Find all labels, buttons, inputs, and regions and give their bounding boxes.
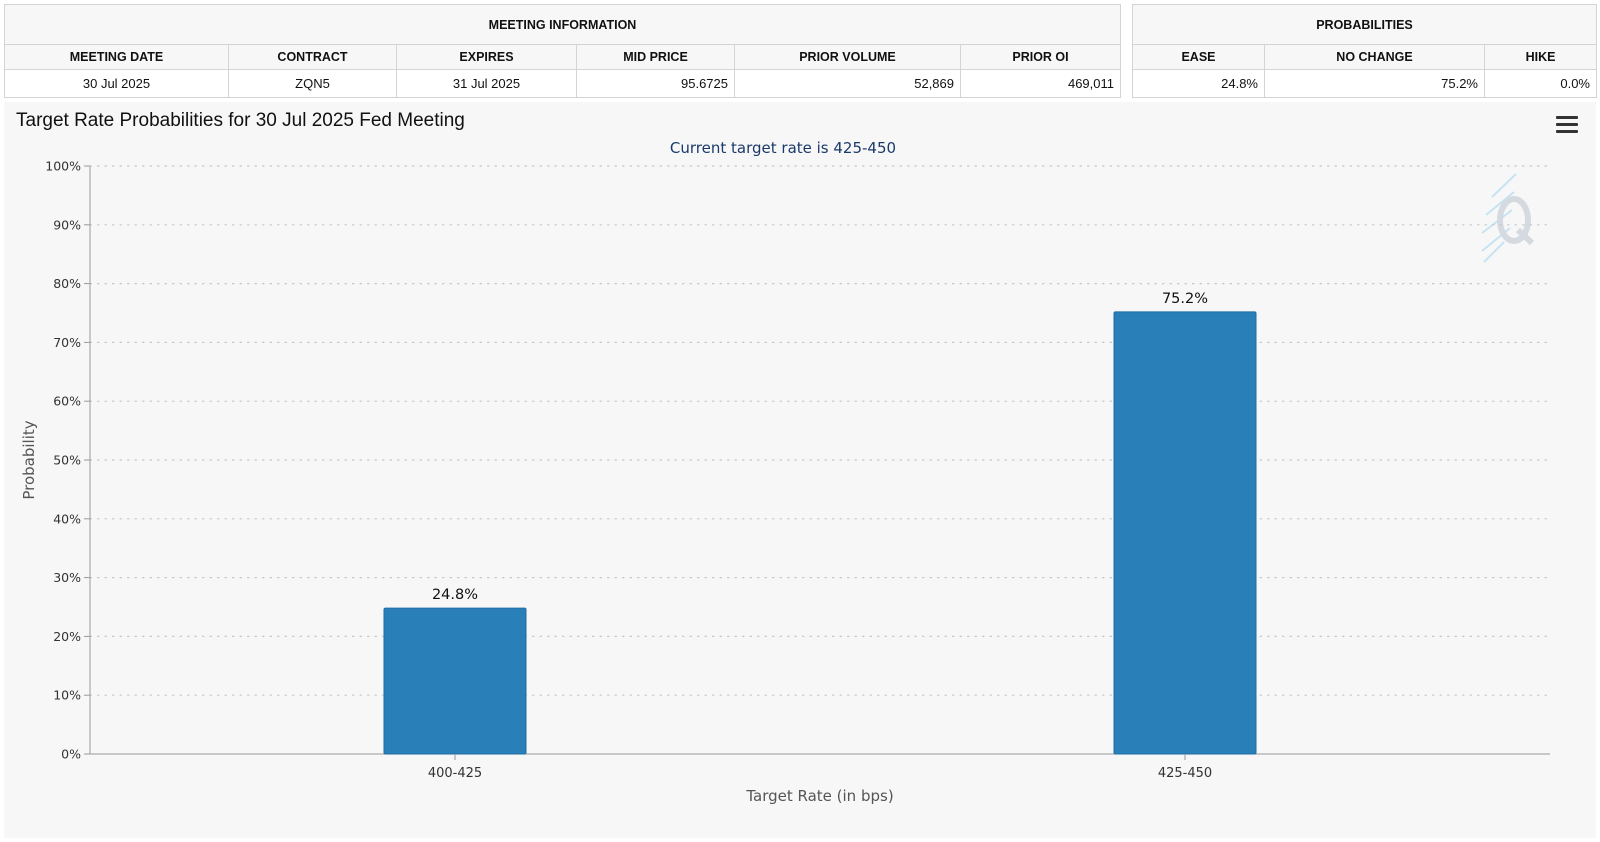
y-tick-label: 30% — [53, 570, 81, 585]
cell-contract: ZQN5 — [228, 69, 397, 98]
y-tick-label: 90% — [53, 217, 81, 232]
chart-svg: Current target rate is 425-450 0% 10% 20% 30… — [20, 139, 1551, 805]
cell-meeting-date: 30 Jul 2025 — [4, 69, 229, 98]
chart-subtitle: Current target rate is 425-450 — [670, 139, 896, 157]
cell-hike: 0.0% — [1484, 69, 1597, 98]
cell-expires: 31 Jul 2025 — [396, 69, 577, 98]
col-prior-oi: PRIOR OI — [960, 44, 1121, 70]
y-tick-label: 40% — [53, 511, 81, 526]
cell-prior-oi: 469,011 — [960, 69, 1121, 98]
col-ease: EASE — [1132, 44, 1265, 70]
meeting-information-header: MEETING INFORMATION — [4, 4, 1121, 45]
data-label: 24.8% — [432, 587, 478, 603]
col-contract: CONTRACT — [228, 44, 397, 70]
y-tick-label: 100% — [45, 159, 81, 174]
meeting-information-table: MEETING INFORMATION MEETING DATE CONTRAC… — [4, 4, 1121, 98]
chart-panel: Current target rate is 425-450 0% 10% 20% 30… — [4, 102, 1596, 838]
col-prior-volume: PRIOR VOLUME — [734, 44, 961, 70]
table-row: 30 Jul 2025 ZQN5 31 Jul 2025 95.6725 52,… — [4, 69, 1121, 98]
y-tick-label: 0% — [61, 747, 81, 762]
col-no-change: NO CHANGE — [1264, 44, 1485, 70]
hamburger-menu-icon[interactable] — [1556, 116, 1578, 134]
y-tick-label: 60% — [53, 394, 81, 409]
y-tick-label: 10% — [53, 688, 81, 703]
y-tick-label: 70% — [53, 335, 81, 350]
col-mid-price: MID PRICE — [576, 44, 735, 70]
chart-title: Target Rate Probabilities for 30 Jul 202… — [16, 110, 465, 131]
x-axis-title: Target Rate (in bps) — [745, 787, 893, 805]
col-hike: HIKE — [1484, 44, 1597, 70]
q-logo-watermark — [1481, 173, 1535, 263]
table-row: 24.8% 75.2% 0.0% — [1132, 69, 1597, 98]
col-meeting-date: MEETING DATE — [4, 44, 229, 70]
cell-mid-price: 95.6725 — [576, 69, 735, 98]
bar-400-425 — [383, 607, 527, 755]
x-tick-label: 400-425 — [428, 766, 482, 781]
probabilities-header: PROBABILITIES — [1132, 4, 1597, 45]
col-expires: EXPIRES — [396, 44, 577, 70]
probabilities-table: PROBABILITIES EASE NO CHANGE HIKE 24.8% … — [1132, 4, 1597, 98]
y-axis-title: Probability — [20, 420, 38, 499]
data-label: 75.2% — [1162, 291, 1208, 307]
cell-prior-volume: 52,869 — [734, 69, 961, 98]
y-tick-label: 80% — [53, 276, 81, 291]
x-tick-label: 425-450 — [1158, 766, 1212, 781]
y-tick-label: 20% — [53, 629, 81, 644]
cell-no-change: 75.2% — [1264, 69, 1485, 98]
y-tick-label: 50% — [53, 453, 81, 468]
bar-425-450 — [1113, 311, 1257, 755]
cell-ease: 24.8% — [1132, 69, 1265, 98]
